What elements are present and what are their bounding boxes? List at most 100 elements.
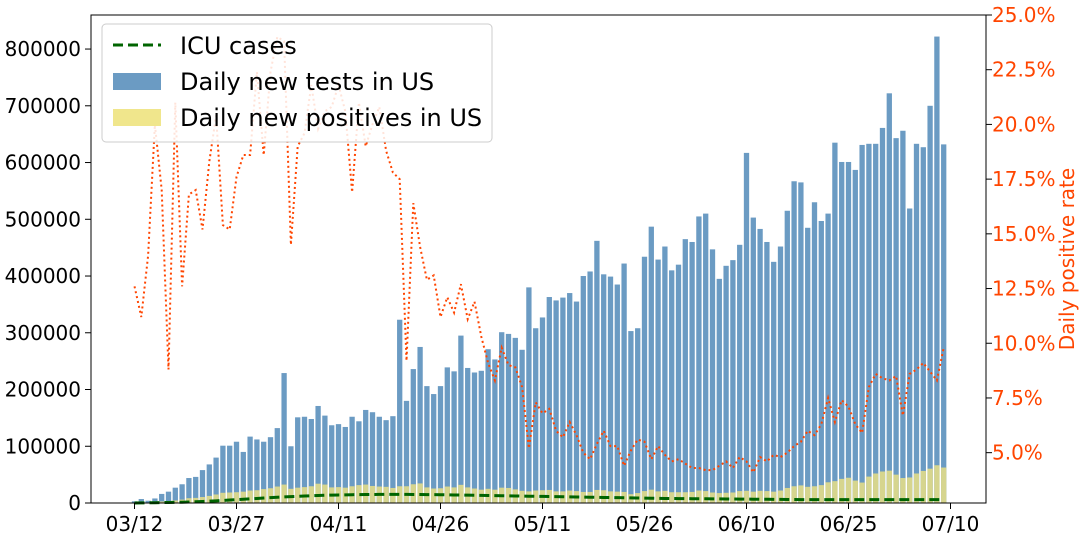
tests-bar	[873, 143, 879, 503]
right-tick-label: 17.5%	[992, 167, 1056, 191]
tests-bar	[145, 500, 151, 503]
positives-bar	[533, 490, 539, 503]
tests-bar	[641, 256, 648, 503]
positives-bar	[505, 487, 512, 503]
tests-bar	[335, 424, 342, 503]
positives-bar	[913, 473, 920, 503]
tests-bar	[655, 259, 661, 503]
positives-bar	[159, 501, 165, 503]
left-tick-label: 500000	[5, 207, 81, 231]
tests-bar	[696, 216, 702, 503]
tests-bar	[832, 142, 838, 504]
tests-bar	[567, 293, 573, 503]
positives-bar	[852, 480, 858, 503]
tests-bar	[900, 130, 906, 503]
positives-bar	[206, 495, 212, 503]
tests-bar	[893, 138, 899, 503]
positives-bar	[315, 483, 321, 503]
tests-bar	[941, 144, 947, 503]
tests-bar	[791, 181, 797, 503]
tests-bar	[614, 284, 620, 503]
tests-bar	[798, 182, 804, 503]
tests-bar	[682, 239, 688, 503]
positives-bar	[356, 485, 362, 503]
positives-bar	[254, 490, 260, 503]
tests-bar	[927, 105, 933, 503]
tests-bar	[879, 127, 886, 504]
positives-bar	[900, 478, 906, 503]
tests-bar	[689, 241, 695, 504]
tests-bar	[750, 217, 756, 503]
tests-bar	[383, 420, 389, 503]
positives-bar	[233, 492, 240, 503]
tests-bar	[703, 213, 709, 503]
tests-bar	[723, 265, 729, 503]
positives-bar	[832, 481, 838, 503]
tests-bar	[845, 161, 852, 503]
positives-bar	[696, 490, 702, 503]
right-axis-label: Daily positive rate	[1055, 168, 1079, 350]
positives-bar	[866, 476, 872, 503]
positive-rate-line	[133, 35, 945, 475]
positives-bar	[267, 488, 274, 503]
tests-bar	[247, 436, 253, 503]
tests-bar	[560, 297, 566, 503]
right-tick-label: 5.0%	[992, 441, 1043, 465]
tests-bar	[771, 261, 777, 503]
tests-bar	[628, 331, 634, 503]
tests-bar	[295, 417, 301, 503]
positives-bars	[131, 465, 947, 503]
x-tick-label: 06/10	[718, 512, 776, 536]
tests-bar	[349, 416, 355, 503]
positives-bar	[682, 492, 688, 503]
positives-bar	[471, 488, 478, 503]
positives-bar	[444, 486, 450, 503]
positives-bar	[580, 491, 586, 503]
tests-bar	[301, 416, 308, 503]
tests-bar	[322, 415, 328, 503]
x-tick-label: 04/11	[310, 512, 368, 536]
positives-bar	[274, 486, 280, 503]
left-tick-label: 400000	[5, 264, 81, 288]
tests-bar	[648, 226, 654, 503]
tests-bar	[580, 276, 586, 503]
tests-bar	[811, 202, 818, 503]
positives-bar	[805, 486, 811, 503]
positives-bar	[655, 491, 661, 503]
tests-bar	[764, 241, 770, 504]
tests-bar	[907, 208, 913, 503]
legend: ICU cases Daily new tests in US Daily ne…	[101, 23, 493, 143]
tests-bar	[805, 227, 811, 504]
tests-bar	[403, 400, 410, 503]
tests-bar	[492, 359, 498, 503]
tests-bar	[206, 464, 212, 503]
positives-bar	[458, 484, 464, 503]
positives-bar	[784, 487, 790, 503]
left-axis: 0 100000 200000 300000 400000 500000 600000 700…	[5, 37, 91, 515]
tests-bar	[825, 213, 831, 503]
positives-bar	[308, 486, 314, 503]
tests-bar	[315, 405, 321, 503]
positives-bar	[798, 485, 804, 503]
right-tick-label: 7.5%	[992, 386, 1043, 410]
right-tick-label: 20.0%	[992, 112, 1056, 136]
tests-bar	[417, 346, 423, 503]
tests-bar	[267, 437, 274, 503]
x-tick-label: 03/27	[208, 512, 266, 536]
positives-bar	[737, 491, 743, 503]
positives-bar	[743, 490, 750, 503]
left-tick-label: 700000	[5, 94, 81, 118]
tests-bar	[730, 260, 736, 503]
positives-bar	[662, 490, 668, 503]
tests-bar	[852, 169, 858, 503]
tests-bar	[934, 36, 940, 504]
positives-bar	[172, 500, 178, 503]
tests-bar	[451, 371, 457, 503]
left-tick-label: 200000	[5, 378, 81, 402]
tests-bar	[920, 147, 926, 503]
x-tick-label: 03/12	[106, 512, 164, 536]
tests-bar	[784, 210, 790, 503]
tests-bar	[818, 220, 824, 504]
tests-bar	[261, 441, 267, 503]
